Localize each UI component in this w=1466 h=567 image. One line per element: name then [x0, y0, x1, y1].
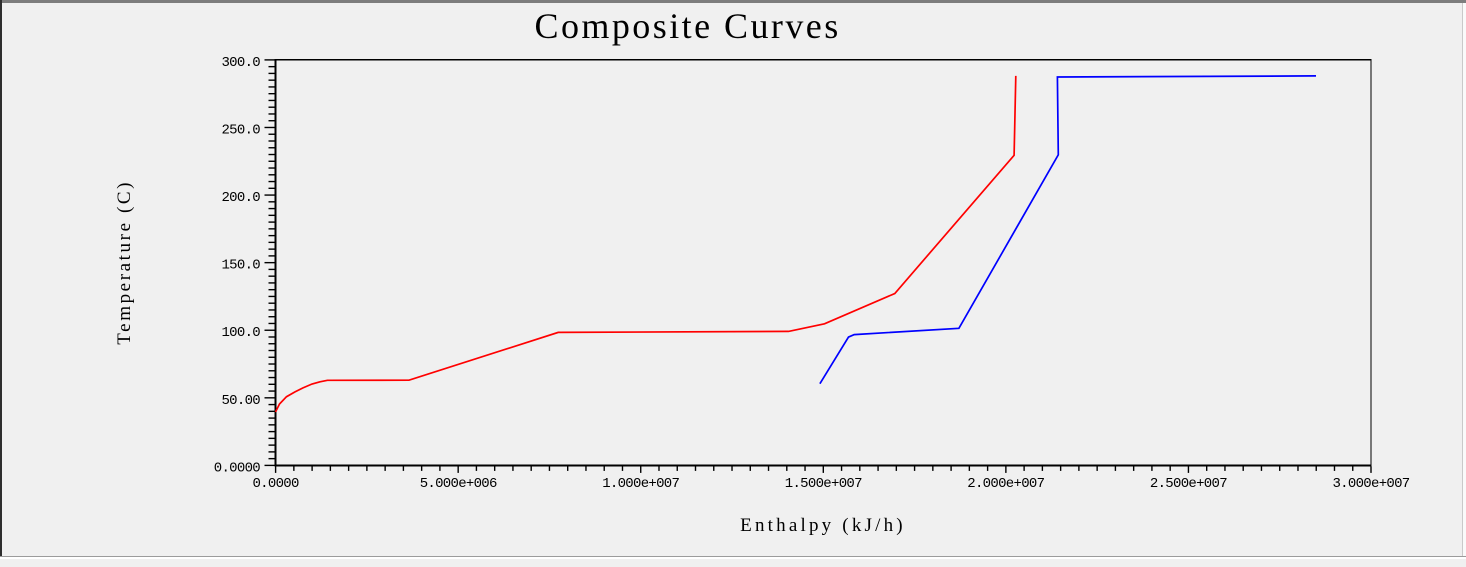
svg-text:Temperature (C): Temperature (C) — [114, 180, 135, 345]
svg-text:0.0000: 0.0000 — [214, 460, 261, 476]
svg-text:250.0: 250.0 — [221, 123, 260, 139]
svg-text:2.500e+007: 2.500e+007 — [1150, 476, 1227, 492]
svg-text:3.000e+007: 3.000e+007 — [1332, 476, 1409, 492]
svg-text:5.000e+006: 5.000e+006 — [420, 476, 497, 492]
svg-text:300.0: 300.0 — [221, 55, 260, 71]
svg-text:Enthalpy (kJ/h): Enthalpy (kJ/h) — [740, 515, 906, 536]
svg-text:Composite Curves: Composite Curves — [534, 6, 840, 46]
svg-text:50.00: 50.00 — [221, 393, 260, 409]
svg-text:150.0: 150.0 — [221, 258, 260, 274]
svg-text:1.500e+007: 1.500e+007 — [785, 476, 862, 492]
svg-text:0.0000: 0.0000 — [252, 476, 299, 492]
svg-text:200.0: 200.0 — [221, 190, 260, 206]
svg-text:1.000e+007: 1.000e+007 — [602, 476, 679, 492]
svg-text:2.000e+007: 2.000e+007 — [967, 476, 1044, 492]
svg-text:100.0: 100.0 — [221, 325, 260, 341]
